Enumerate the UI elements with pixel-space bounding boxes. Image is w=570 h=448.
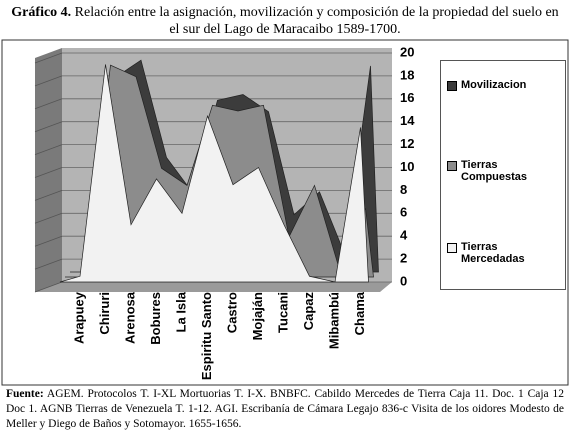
grid-line — [34, 258, 63, 270]
y-tick-label: 2 — [400, 251, 407, 266]
y-tick-label: 0 — [400, 273, 407, 288]
grid-line — [34, 75, 63, 87]
x-tick-label: Tucani — [275, 292, 290, 333]
y-tick-label: 20 — [400, 44, 414, 59]
legend-label: Tierras Mercedadas — [461, 241, 525, 265]
x-tick-label: La Isla — [173, 291, 188, 332]
y-tick-label: 18 — [400, 67, 414, 82]
x-tick-label: Arapuey — [71, 291, 86, 344]
grid-line — [34, 281, 63, 293]
legend-item: Tierras Mercedadas — [447, 241, 563, 265]
side-wall — [35, 48, 62, 292]
grid-line — [34, 121, 63, 133]
x-tick-label: Arenosa — [122, 291, 137, 344]
x-tick-label: Mojaján — [250, 292, 265, 340]
x-tick-label: Castro — [224, 292, 239, 333]
y-tick-label: 12 — [400, 136, 414, 151]
title-block: Gráfico 4. Relación entre la asignación,… — [8, 4, 562, 38]
source-label: Fuente: — [6, 388, 44, 400]
x-tick-label: Bobures — [148, 292, 163, 345]
grid-line — [34, 52, 63, 64]
source-note: Fuente: AGEM. Protocolos T. I-XL Mortuor… — [6, 387, 564, 432]
legend-item: Movilizacion — [447, 79, 563, 91]
y-tick-label: 16 — [400, 90, 414, 105]
x-tick-label: Chama — [352, 291, 367, 335]
legend-swatch — [447, 243, 457, 253]
grid-line — [34, 167, 63, 178]
y-tick-label: 6 — [400, 205, 407, 220]
x-tick-label: Espiritu Santo — [199, 292, 214, 380]
grid-line — [34, 190, 63, 201]
grid-line — [34, 212, 63, 224]
chart-frame — [1, 39, 569, 386]
chart-title: Relación entre la asignación, movilizaci… — [74, 5, 559, 37]
legend-swatch — [447, 81, 457, 91]
y-tick-label: 14 — [400, 113, 415, 128]
legend-label: Movilizacion — [461, 79, 527, 91]
x-tick-label: Capaz — [301, 292, 316, 331]
grid-line — [34, 144, 63, 155]
legend-swatch — [447, 161, 457, 171]
y-tick-label: 4 — [400, 228, 408, 243]
floor — [35, 282, 392, 292]
figure-label: Gráfico 4. — [11, 5, 72, 20]
x-tick-label: Chiruri — [97, 292, 112, 335]
grid-line — [34, 235, 63, 247]
legend-item: Tierras Compuestas — [447, 159, 563, 183]
x-tick-label: Mibambú — [326, 292, 341, 349]
area — [59, 64, 369, 283]
legend-label: Tierras Compuestas — [461, 159, 528, 183]
legend: Movilizacion Tierras Compuestas Tierras Me… — [440, 60, 566, 290]
y-tick-label: 8 — [400, 182, 407, 197]
source-text: AGEM. Protocolos T. I-XL Mortuorias T. I… — [6, 388, 564, 430]
y-tick-label: 10 — [400, 159, 414, 174]
grid-line — [34, 98, 63, 110]
